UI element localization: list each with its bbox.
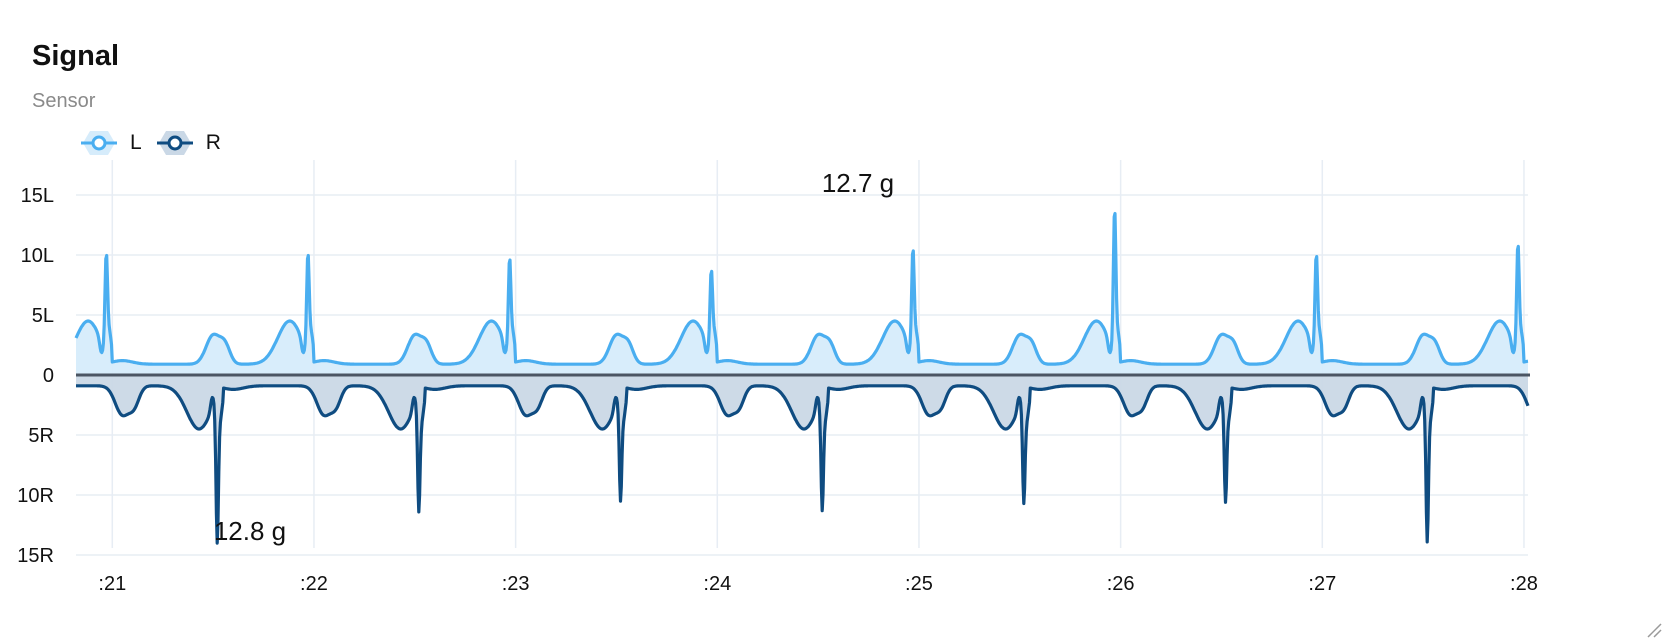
x-tick-label: :23 bbox=[502, 573, 530, 595]
peak-annotation: 12.8 g bbox=[214, 516, 286, 546]
series-line-l bbox=[74, 211, 1529, 366]
x-tick-label: :21 bbox=[98, 573, 126, 595]
legend-swatch-l-icon bbox=[81, 131, 117, 155]
x-tick-label: :26 bbox=[1107, 573, 1135, 595]
chart-areas bbox=[76, 213, 1528, 544]
resize-grip-icon[interactable] bbox=[1646, 622, 1662, 638]
y-tick-label: 5R bbox=[28, 425, 54, 447]
x-axis-labels: :21 :22 :23 :24 :25 :26 :27 :28 bbox=[98, 573, 1537, 595]
legend-item-r[interactable]: R bbox=[154, 126, 221, 160]
x-tick-label: :24 bbox=[703, 573, 731, 595]
peak-annotation: 12.7 g bbox=[822, 168, 894, 198]
x-tick-label: :28 bbox=[1510, 573, 1538, 595]
legend-item-l[interactable]: L bbox=[78, 126, 142, 160]
series-area-r bbox=[76, 375, 1528, 544]
legend-swatch-r-icon bbox=[156, 131, 193, 155]
y-tick-label: 10L bbox=[21, 245, 54, 267]
chart-annotations: 12.7 g 12.8 g bbox=[214, 168, 894, 546]
y-axis-labels: 15L 10L 5L 0 5R 10R 15R bbox=[17, 185, 54, 567]
series-area-l bbox=[76, 213, 1528, 375]
legend-label-l: L bbox=[130, 131, 142, 154]
x-tick-label: :22 bbox=[300, 573, 328, 595]
y-tick-label: 15R bbox=[17, 545, 54, 567]
x-tick-label: :25 bbox=[905, 573, 933, 595]
x-tick-label: :27 bbox=[1308, 573, 1336, 595]
legend: L R bbox=[78, 126, 221, 160]
y-tick-label: 15L bbox=[21, 185, 54, 207]
y-tick-label: 0 bbox=[43, 365, 54, 387]
chart-title: Signal bbox=[32, 40, 120, 72]
legend-label-r: R bbox=[205, 131, 221, 154]
chart-lines bbox=[74, 211, 1530, 545]
series-line-r bbox=[75, 384, 1530, 545]
y-tick-label: 5L bbox=[32, 305, 54, 327]
chart-subtitle: Sensor bbox=[32, 90, 96, 112]
y-tick-label: 10R bbox=[17, 485, 54, 507]
